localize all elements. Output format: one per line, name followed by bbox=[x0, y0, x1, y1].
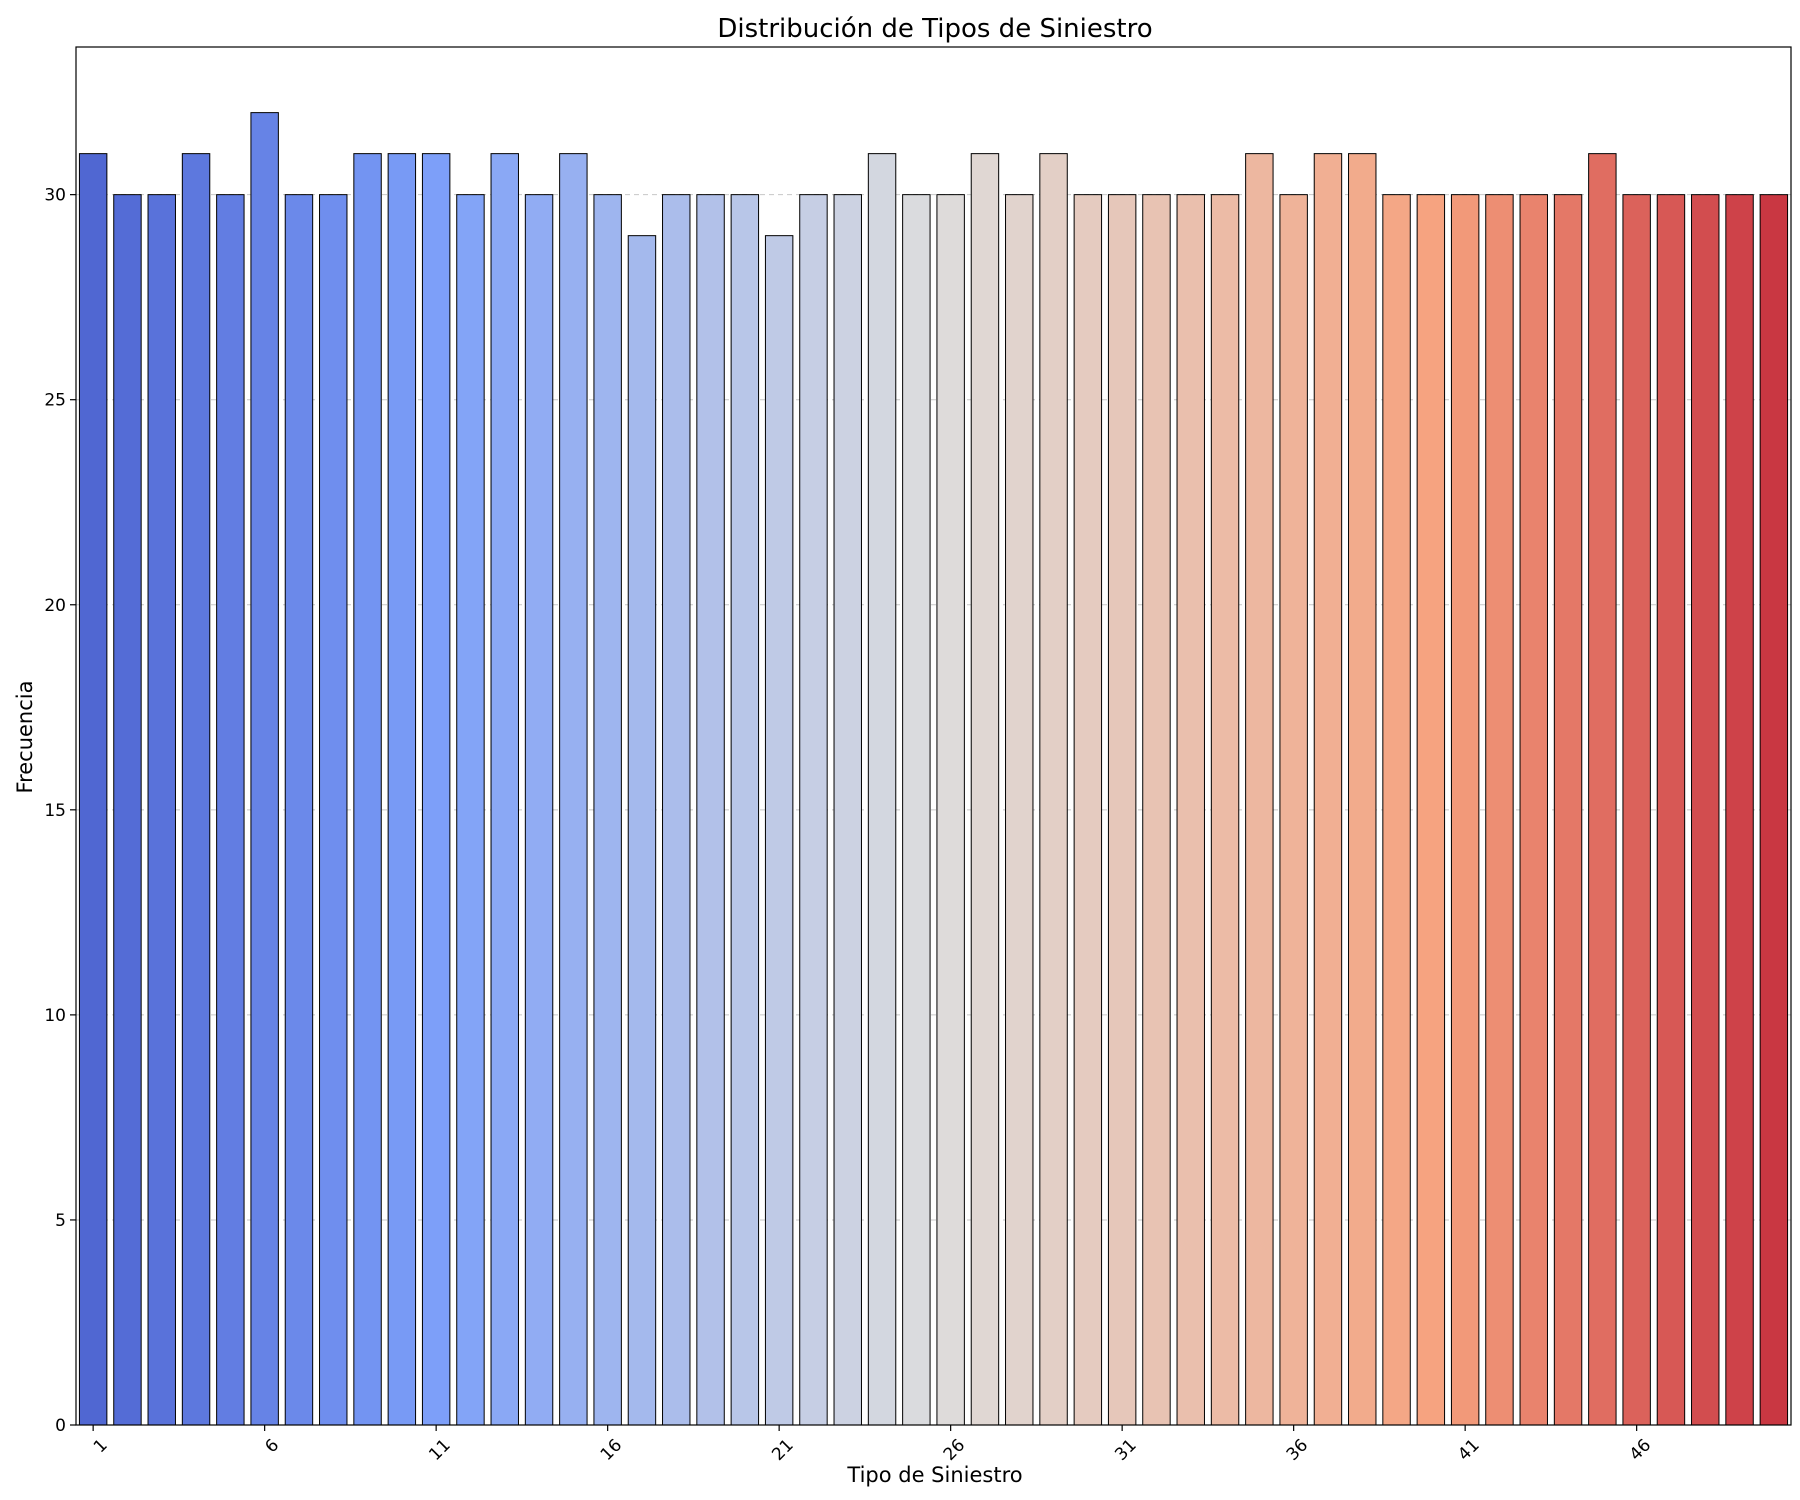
bar-13 bbox=[490, 153, 519, 1426]
bar-36 bbox=[1279, 194, 1308, 1426]
plot-frame bbox=[75, 46, 1792, 1426]
bar-28 bbox=[1005, 194, 1034, 1426]
x-axis-label: Tipo de Siniestro bbox=[846, 1463, 1022, 1487]
bar-48 bbox=[1691, 194, 1720, 1426]
grid-lines bbox=[76, 194, 1791, 1221]
bar-27 bbox=[970, 153, 1000, 1426]
bar-21 bbox=[764, 235, 794, 1426]
bar-23 bbox=[833, 194, 862, 1426]
bar-16 bbox=[593, 194, 622, 1426]
x-tick-label-1: 1 bbox=[90, 1435, 112, 1457]
bar-20 bbox=[730, 194, 760, 1426]
bar-46 bbox=[1622, 194, 1651, 1426]
y-tick-label-10: 10 bbox=[44, 1006, 66, 1026]
x-tick-label-6: 6 bbox=[261, 1435, 283, 1457]
y-tick-label-0: 0 bbox=[55, 1416, 66, 1436]
bar-43 bbox=[1519, 194, 1548, 1426]
bar-40 bbox=[1416, 194, 1446, 1426]
bar-34 bbox=[1210, 194, 1240, 1426]
y-axis-label: Frecuencia bbox=[13, 681, 37, 794]
bar-41 bbox=[1450, 194, 1480, 1426]
bar-8 bbox=[319, 194, 348, 1426]
bar-25 bbox=[902, 194, 931, 1426]
y-tick-label-30: 30 bbox=[44, 186, 66, 206]
chart-title: Distribución de Tipos de Siniestro bbox=[717, 14, 1152, 44]
bar-32 bbox=[1142, 194, 1171, 1426]
bar-5 bbox=[216, 194, 245, 1426]
x-tick-label-11: 11 bbox=[425, 1435, 454, 1464]
x-tick-label-21: 21 bbox=[768, 1435, 797, 1464]
bar-30 bbox=[1073, 194, 1103, 1426]
x-tick-label-41: 41 bbox=[1454, 1435, 1483, 1464]
bar-11 bbox=[421, 153, 451, 1426]
bar-1 bbox=[78, 153, 108, 1426]
bar-47 bbox=[1656, 194, 1686, 1426]
bar-22 bbox=[799, 194, 828, 1426]
y-tick-label-25: 25 bbox=[44, 391, 66, 411]
bar-37 bbox=[1313, 153, 1343, 1426]
x-tick-label-36: 36 bbox=[1283, 1435, 1312, 1464]
x-tick-label-31: 31 bbox=[1111, 1435, 1140, 1464]
bar-4 bbox=[181, 153, 211, 1426]
bar-10 bbox=[387, 153, 417, 1426]
bar-38 bbox=[1348, 153, 1377, 1426]
bar-12 bbox=[456, 194, 485, 1426]
y-tick-label-15: 15 bbox=[44, 801, 66, 821]
bar-50 bbox=[1759, 194, 1789, 1426]
bar-14 bbox=[524, 194, 554, 1426]
bar-49 bbox=[1725, 194, 1754, 1426]
x-tick-label-16: 16 bbox=[597, 1435, 626, 1464]
bar-18 bbox=[662, 194, 691, 1426]
bar-31 bbox=[1107, 194, 1137, 1426]
bar-9 bbox=[353, 153, 382, 1426]
bar-44 bbox=[1553, 194, 1583, 1426]
bar-42 bbox=[1485, 194, 1514, 1426]
bar-29 bbox=[1039, 153, 1068, 1426]
bar-26 bbox=[936, 194, 965, 1426]
bar-33 bbox=[1176, 194, 1205, 1426]
bar-3 bbox=[147, 194, 176, 1426]
x-tick-label-46: 46 bbox=[1626, 1435, 1655, 1464]
bar-17 bbox=[627, 235, 657, 1426]
bar-45 bbox=[1588, 153, 1617, 1426]
bar-19 bbox=[696, 194, 725, 1426]
bar-6 bbox=[250, 112, 279, 1426]
bars bbox=[78, 112, 1789, 1426]
bar-2 bbox=[113, 194, 142, 1426]
y-tick-label-5: 5 bbox=[55, 1211, 66, 1231]
bar-7 bbox=[284, 194, 314, 1426]
bar-15 bbox=[559, 153, 588, 1426]
y-tick-label-20: 20 bbox=[44, 596, 66, 616]
bar-35 bbox=[1245, 153, 1274, 1426]
x-tick-label-26: 26 bbox=[940, 1435, 969, 1464]
bar-39 bbox=[1382, 194, 1411, 1426]
bar-24 bbox=[867, 153, 897, 1426]
